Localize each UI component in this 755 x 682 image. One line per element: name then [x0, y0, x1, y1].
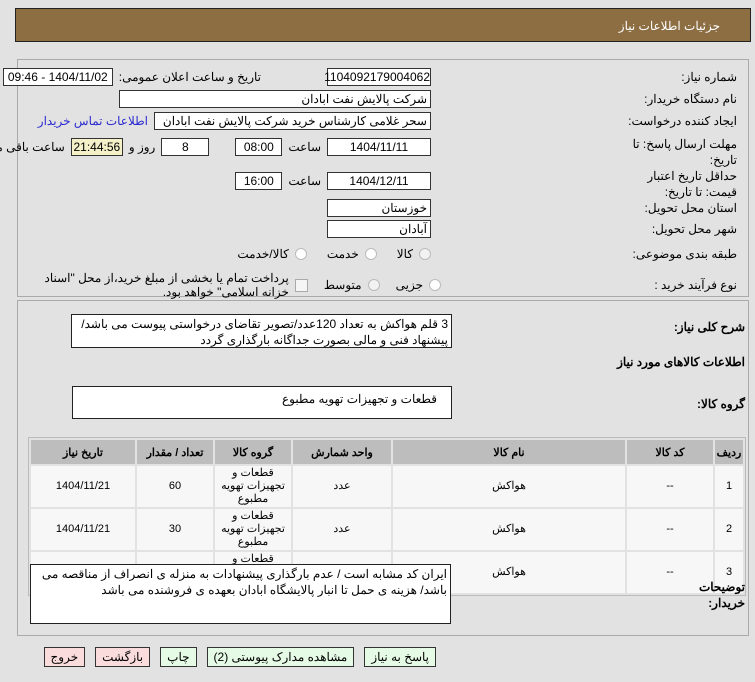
notes-label: توضیحات خریدار: — [698, 580, 745, 610]
description-textarea[interactable]: 3 قلم هواکش به تعداد 120عدد/تصویر تقاضای… — [71, 314, 452, 348]
quantity-cell: 30 — [137, 509, 213, 550]
unit-cell: عدد — [293, 466, 391, 507]
action-buttons: پاسخ به نیاز مشاهده مدارک پیوستی (2) چاپ… — [43, 647, 436, 667]
col-date: تاریخ نیاز — [31, 440, 135, 464]
reply-button[interactable]: پاسخ به نیاز — [364, 647, 436, 667]
view-attachments-button[interactable]: مشاهده مدارک پیوستی (2) — [206, 647, 355, 667]
col-name: نام کالا — [393, 440, 625, 464]
validity-time-label: ساعت — [288, 174, 321, 188]
goods-code-cell: -- — [627, 466, 713, 507]
category-option-goods: کالا — [396, 247, 413, 261]
city-row: شهر محل تحویل: آبادان — [20, 220, 737, 238]
process-radio-medium[interactable] — [367, 279, 380, 291]
need-number-row: شماره نیاز: 1104092179004062 تاریخ و ساع… — [2, 68, 737, 86]
category-radio-both[interactable] — [294, 248, 307, 260]
creator-label: ایجاد کننده درخواست: — [628, 114, 737, 128]
contact-buyer-link[interactable]: اطلاعات تماس خریدار — [37, 114, 148, 128]
process-option-medium: متوسط — [323, 278, 362, 292]
province-field[interactable]: خوزستان — [327, 199, 431, 217]
quantity-cell: 60 — [137, 466, 213, 507]
city-label: شهر محل تحویل: — [651, 222, 737, 236]
goods-name-cell: هواکش — [393, 509, 625, 550]
col-code: کد کالا — [627, 440, 713, 464]
deadline-label: مهلت ارسال پاسخ: تا تاریخ: — [632, 137, 737, 167]
buyer-label: نام دستگاه خریدار: — [644, 92, 737, 106]
deadline-row: مهلت ارسال پاسخ: تا تاریخ: 1404/11/11 سا… — [0, 136, 737, 168]
need-date-cell: 1404/11/21 — [31, 466, 135, 507]
page-header: جزئیات اطلاعات نیاز — [15, 8, 751, 42]
goods-code-cell: -- — [627, 552, 713, 593]
category-radio-goods[interactable] — [419, 248, 431, 260]
creator-row: ایجاد کننده درخواست: سحر غلامی کارشناس خ… — [20, 112, 737, 130]
description-label: شرح کلی نیاز: — [673, 320, 745, 334]
col-row: ردیف — [715, 440, 743, 464]
category-radio-service[interactable] — [364, 248, 377, 260]
announce-field[interactable]: 1404/11/02 - 09:46 — [2, 68, 113, 86]
page-title: جزئیات اطلاعات نیاز — [618, 19, 720, 33]
treasury-payment-note: پرداخت تمام یا بخشی از مبلغ خرید،از محل … — [44, 271, 289, 299]
goods-group-cell: قطعات و تجهیزات تهویه مطبوع — [215, 466, 291, 507]
col-group: گروه کالا — [215, 440, 291, 464]
buyer-field[interactable]: شرکت پالایش نفت ابادان — [119, 90, 431, 108]
goods-section-title: اطلاعات کالاهای مورد نیاز — [617, 355, 745, 369]
province-label: استان محل تحویل: — [644, 201, 737, 215]
goods-name-cell: هواکش — [393, 466, 625, 507]
category-option-both: کالا/خدمت — [237, 247, 289, 261]
unit-cell: عدد — [293, 509, 391, 550]
table-row: 1 -- هواکش عدد قطعات و تجهیزات تهویه مطبوع 60… — [31, 466, 743, 507]
validity-label: حداقل تاریخ اعتبار قیمت: تا تاریخ: — [647, 169, 737, 199]
validity-date-field[interactable]: 1404/12/11 — [327, 172, 431, 190]
deadline-time-label: ساعت — [288, 140, 321, 154]
deadline-date-field[interactable]: 1404/11/11 — [327, 138, 431, 156]
category-option-service: خدمت — [326, 247, 359, 261]
goods-group-label: گروه کالا: — [697, 397, 745, 411]
row-number-cell: 2 — [715, 509, 743, 550]
goods-group-field[interactable]: قطعات و تجهیزات تهویه مطبوع — [72, 386, 452, 419]
process-option-minor: جزیی — [395, 278, 423, 292]
process-radio-minor[interactable] — [429, 279, 441, 291]
goods-group-cell: قطعات و تجهیزات تهویه مطبوع — [215, 509, 291, 550]
back-button[interactable]: بازگشت — [95, 647, 151, 667]
col-qty: تعداد / مقدار — [137, 440, 213, 464]
notes-textarea[interactable]: ایران کد مشابه است / عدم بارگذاری پیشنها… — [30, 564, 451, 624]
creator-field[interactable]: سحر غلامی کارشناس خرید شرکت پالایش نفت ا… — [154, 112, 431, 130]
validity-time-field[interactable]: 16:00 — [235, 172, 283, 190]
process-row: نوع فرآیند خرید : جزیی متوسط پرداخت تمام… — [20, 271, 737, 299]
goods-code-cell: -- — [627, 509, 713, 550]
row-number-cell: 1 — [715, 466, 743, 507]
remaining-label: ساعت باقی مانده — [0, 140, 65, 154]
remaining-time: 21:44:56 — [70, 138, 123, 156]
table-row: 2 -- هواکش عدد قطعات و تجهیزات تهویه مطبوع 30… — [31, 509, 743, 550]
deadline-time-field[interactable]: 08:00 — [235, 138, 283, 156]
need-number-label: شماره نیاز: — [681, 70, 737, 84]
buyer-row: نام دستگاه خریدار: شرکت پالایش نفت ابادا… — [20, 90, 737, 108]
exit-button[interactable]: خروج — [43, 647, 86, 667]
days-field: 8 — [161, 138, 210, 156]
treasury-payment-checkbox[interactable] — [294, 278, 308, 292]
validity-row: حداقل تاریخ اعتبار قیمت: تا تاریخ: 1404/… — [20, 168, 737, 200]
need-date-cell: 1404/11/21 — [31, 509, 135, 550]
row-number-cell: 3 — [715, 552, 743, 593]
city-field[interactable]: آبادان — [327, 220, 431, 238]
col-unit: واحد شمارش — [293, 440, 391, 464]
province-row: استان محل تحویل: خوزستان — [20, 199, 737, 217]
table-header-row: ردیف کد کالا نام کالا واحد شمارش گروه کا… — [31, 440, 743, 464]
category-row: طبقه بندی موضوعی: کالا خدمت کالا/خدمت — [20, 247, 737, 261]
print-button[interactable]: چاپ — [160, 647, 197, 667]
announce-label: تاریخ و ساعت اعلان عمومی: — [118, 70, 261, 84]
category-label: طبقه بندی موضوعی: — [632, 247, 737, 261]
process-label: نوع فرآیند خرید : — [654, 278, 737, 292]
need-number-field[interactable]: 1104092179004062 — [324, 68, 431, 86]
days-label: روز و — [128, 140, 156, 154]
